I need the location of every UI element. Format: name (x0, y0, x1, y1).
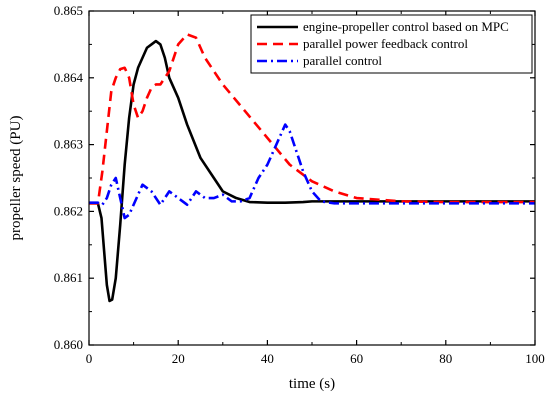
y-tick-label: 0.862 (54, 203, 83, 218)
series-line-1 (89, 33, 535, 205)
y-axis-title: propeller speed (PU) (8, 116, 24, 241)
x-tick-label: 20 (172, 351, 185, 366)
y-tick-label: 0.865 (54, 3, 83, 18)
legend: engine-propeller control based on MPC par… (250, 14, 533, 74)
y-tick-label: 0.864 (54, 70, 84, 85)
x-tick-label: 80 (439, 351, 452, 366)
legend-label-1: parallel power feedback control (303, 36, 468, 51)
y-tick-label: 0.863 (54, 137, 83, 152)
series-line-0 (89, 39, 535, 303)
x-axis-title: time (s) (289, 376, 335, 392)
y-tick-label: 0.861 (54, 270, 83, 285)
ticks-layer: 0 20 40 60 80 100 0.860 0.861 0.862 0.863 0.864 0.8… (54, 3, 545, 366)
series-line-2 (89, 123, 535, 220)
series-layer (89, 33, 535, 303)
x-tick-label: 0 (86, 351, 93, 366)
x-tick-label: 100 (525, 351, 545, 366)
legend-label-2: parallel control (303, 53, 382, 68)
x-tick-label: 60 (350, 351, 363, 366)
x-tick-label: 40 (261, 351, 274, 366)
y-tick-label: 0.860 (54, 337, 83, 352)
legend-label-0: engine-propeller control based on MPC (303, 19, 509, 34)
